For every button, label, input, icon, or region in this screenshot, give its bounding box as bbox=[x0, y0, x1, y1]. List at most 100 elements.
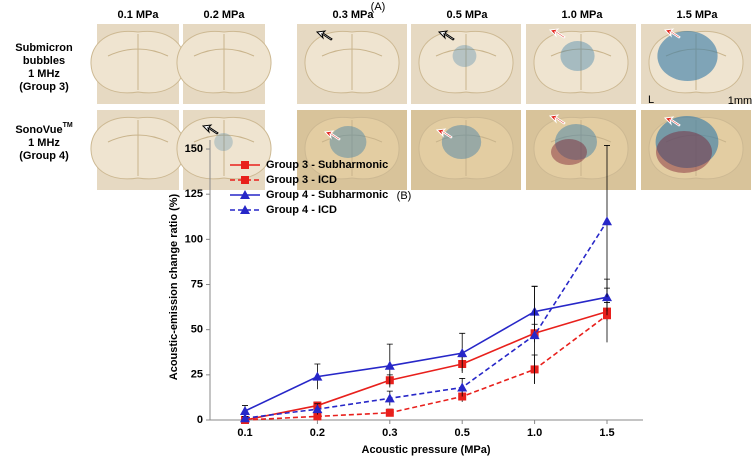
legend-marker bbox=[240, 190, 250, 199]
marker bbox=[312, 371, 323, 381]
stain bbox=[655, 116, 719, 168]
column-label: 0.5 MPa bbox=[447, 9, 489, 21]
arrow bbox=[323, 130, 341, 141]
brain-image bbox=[411, 110, 521, 190]
brain-structure bbox=[435, 120, 497, 176]
y-tick-label: 75 bbox=[191, 278, 203, 290]
marker bbox=[384, 393, 395, 403]
stain bbox=[441, 125, 482, 159]
legend-marker bbox=[241, 176, 249, 184]
panel-b-label: (B) bbox=[397, 190, 412, 202]
arrow bbox=[663, 28, 681, 39]
brain-image bbox=[526, 110, 636, 190]
column-label: 0.2 MPa bbox=[204, 9, 246, 21]
panel-a-label: (A) bbox=[371, 1, 386, 13]
row-label: (Group 4) bbox=[19, 150, 69, 162]
row-label: bubbles bbox=[23, 55, 65, 67]
hemorrhage bbox=[656, 131, 712, 173]
y-tick-label: 100 bbox=[185, 233, 203, 245]
marker bbox=[457, 348, 468, 358]
legend-label: Group 3 - Subharmonic bbox=[266, 159, 388, 171]
x-tick-label: 0.2 bbox=[310, 427, 325, 439]
brain-structure bbox=[193, 120, 255, 176]
row-label: Submicron bbox=[15, 42, 73, 54]
arrow bbox=[548, 28, 566, 39]
y-tick-label: 0 bbox=[197, 414, 203, 426]
y-tick-label: 125 bbox=[185, 188, 203, 200]
brain-image bbox=[641, 24, 751, 104]
x-tick-label: 0.1 bbox=[237, 427, 252, 439]
stain bbox=[560, 41, 595, 71]
x-tick-label: 1.5 bbox=[599, 427, 614, 439]
row-label-name: SonoVue bbox=[15, 124, 62, 136]
brain-image bbox=[176, 24, 272, 104]
brain-structure bbox=[193, 34, 255, 90]
series-line bbox=[244, 296, 608, 412]
brain-structure bbox=[550, 120, 612, 176]
arrow bbox=[435, 128, 453, 139]
stain bbox=[329, 126, 367, 158]
column-label: 0.1 MPa bbox=[118, 9, 160, 21]
row-label: SonoVueTM bbox=[15, 122, 73, 136]
brain-image bbox=[641, 110, 751, 190]
x-tick-label: 0.5 bbox=[455, 427, 470, 439]
marker bbox=[240, 405, 250, 415]
legend-label: Group 3 - ICD bbox=[266, 174, 337, 186]
legend-marker bbox=[240, 205, 250, 214]
brain-structure bbox=[107, 34, 169, 90]
brain-image bbox=[526, 24, 636, 104]
marker bbox=[602, 216, 612, 226]
arrow bbox=[315, 30, 333, 41]
x-axis-label: Acoustic pressure (MPa) bbox=[362, 444, 491, 456]
brain-structure bbox=[321, 120, 383, 176]
stain bbox=[452, 45, 477, 67]
annotation: 1mm bbox=[728, 95, 752, 107]
legend-label: Group 4 - ICD bbox=[266, 204, 337, 216]
marker bbox=[312, 404, 323, 414]
series-line bbox=[244, 314, 608, 421]
legend-marker bbox=[241, 161, 249, 169]
column-label: 0.3 MPa bbox=[333, 9, 375, 21]
arrow bbox=[548, 114, 566, 125]
row-label-sup: TM bbox=[63, 122, 73, 129]
arrow bbox=[437, 30, 455, 41]
x-tick-label: 1.0 bbox=[527, 427, 542, 439]
brain-image bbox=[297, 24, 407, 104]
y-axis-label: Acoustic-emission change ratio (%) bbox=[168, 193, 180, 380]
series-line bbox=[244, 220, 608, 419]
y-tick-label: 150 bbox=[185, 143, 203, 155]
y-tick-label: 25 bbox=[191, 369, 203, 381]
x-tick-label: 0.3 bbox=[382, 427, 397, 439]
marker bbox=[384, 360, 395, 370]
hemorrhage bbox=[551, 139, 587, 165]
brain-structure bbox=[550, 34, 612, 90]
stain bbox=[657, 31, 718, 81]
row-label: 1 MHz bbox=[28, 68, 60, 80]
brain-image bbox=[90, 24, 186, 104]
row-label: 1 MHz bbox=[28, 137, 60, 149]
arrow bbox=[663, 116, 681, 127]
brain-image bbox=[297, 110, 407, 190]
arrow bbox=[201, 124, 219, 135]
stain bbox=[214, 133, 233, 151]
brain-structure bbox=[321, 34, 383, 90]
marker bbox=[457, 382, 468, 392]
y-tick-label: 50 bbox=[191, 324, 203, 336]
marker bbox=[240, 413, 250, 423]
row-label: (Group 3) bbox=[19, 81, 69, 93]
annotation: L bbox=[648, 94, 654, 106]
column-label: 1.0 MPa bbox=[562, 9, 604, 21]
legend-label: Group 4 - Subharmonic bbox=[266, 189, 388, 201]
brain-structure bbox=[107, 120, 169, 176]
series-line bbox=[244, 310, 608, 421]
brain-image bbox=[90, 110, 186, 190]
image-grid bbox=[90, 24, 751, 190]
row-label-name: Submicron bbox=[15, 42, 73, 54]
stain bbox=[555, 124, 597, 160]
column-label: 1.5 MPa bbox=[677, 9, 719, 21]
marker bbox=[529, 330, 540, 340]
marker bbox=[313, 412, 322, 421]
brain-image bbox=[176, 110, 272, 190]
brain-image bbox=[411, 24, 521, 104]
